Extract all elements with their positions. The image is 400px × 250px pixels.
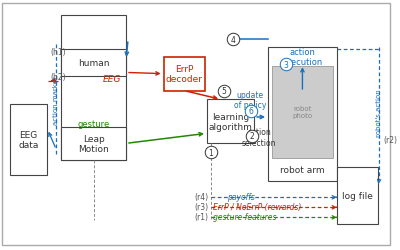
Text: (h1): (h1)	[50, 48, 66, 57]
Text: 1: 1	[208, 148, 213, 157]
Bar	[207, 100, 254, 144]
Text: 3: 3	[284, 60, 288, 70]
Bar	[61, 16, 126, 160]
Text: robot
photo: robot photo	[292, 106, 312, 119]
Text: gesture: gesture	[78, 119, 110, 128]
Text: update
of policy: update of policy	[234, 90, 266, 110]
Text: gesture features: gesture features	[213, 212, 276, 221]
Text: log file: log file	[342, 191, 373, 200]
Text: ErrP / NoErrP (rewards): ErrP / NoErrP (rewards)	[213, 202, 301, 211]
Text: ErrP
decoder: ErrP decoder	[166, 65, 203, 84]
Bar	[10, 105, 47, 175]
Text: 6: 6	[248, 107, 253, 116]
Text: (r2): (r2)	[384, 136, 398, 144]
Text: Leap
Motion: Leap Motion	[78, 134, 109, 154]
Text: action marker: action marker	[53, 76, 59, 124]
Text: (r3): (r3)	[195, 202, 209, 211]
Text: learning
algorithm: learning algorithm	[208, 112, 252, 132]
Text: 4: 4	[231, 36, 236, 44]
Text: 2: 2	[250, 132, 254, 141]
Text: human: human	[78, 59, 109, 68]
Text: EEG: EEG	[103, 74, 122, 83]
Text: action
execution: action execution	[282, 48, 323, 67]
Text: (r4): (r4)	[195, 192, 209, 201]
Text: (r1): (r1)	[195, 212, 209, 221]
Text: (h2): (h2)	[50, 73, 66, 82]
Text: EEG
data: EEG data	[18, 130, 39, 150]
Bar	[61, 50, 126, 76]
Bar	[272, 66, 333, 159]
Text: robot arm: robot arm	[280, 166, 325, 174]
Text: 5: 5	[221, 87, 226, 96]
Text: payoffs: payoffs	[226, 192, 254, 201]
Bar	[337, 168, 378, 224]
Bar	[61, 128, 126, 160]
Text: action
selection: action selection	[242, 128, 276, 147]
Text: robot's action: robot's action	[376, 89, 382, 136]
Bar	[164, 58, 205, 91]
Bar	[268, 48, 337, 181]
